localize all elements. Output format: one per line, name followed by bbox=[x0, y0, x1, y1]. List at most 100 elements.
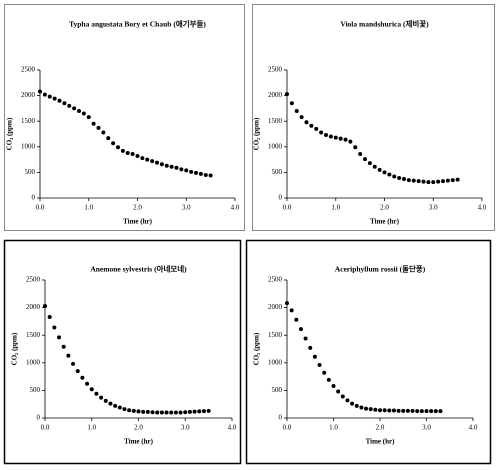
data-point bbox=[101, 130, 106, 135]
data-point bbox=[38, 89, 42, 94]
data-point bbox=[340, 394, 345, 399]
x-tick-label: 4.0 bbox=[478, 204, 487, 212]
data-point bbox=[169, 410, 174, 415]
data-point bbox=[387, 408, 392, 413]
y-tick-label: 2000 bbox=[268, 91, 283, 99]
panel-frame bbox=[3, 239, 242, 465]
data-point bbox=[179, 167, 184, 172]
x-tick-label: 2.0 bbox=[133, 204, 142, 212]
data-point bbox=[116, 145, 120, 150]
y-tick-label: 1000 bbox=[268, 142, 283, 150]
data-point bbox=[353, 145, 358, 150]
x-tick-label: 2.0 bbox=[134, 424, 143, 432]
x-tick-label: 4.0 bbox=[228, 424, 237, 432]
data-point bbox=[198, 171, 203, 176]
data-point bbox=[387, 172, 392, 177]
data-point bbox=[155, 410, 160, 415]
data-point bbox=[419, 409, 424, 414]
data-point bbox=[326, 377, 331, 382]
data-point bbox=[67, 103, 72, 108]
data-point bbox=[348, 139, 353, 144]
data-point bbox=[141, 409, 146, 414]
data-point bbox=[343, 137, 348, 142]
y-tick-label: 2500 bbox=[268, 66, 283, 74]
data-point bbox=[391, 408, 396, 413]
data-point bbox=[140, 156, 145, 161]
x-tick-label: 3.0 bbox=[429, 204, 438, 212]
data-point bbox=[312, 354, 317, 359]
panel-frame bbox=[4, 4, 245, 231]
data-point bbox=[120, 148, 125, 153]
y-tick-label: 500 bbox=[272, 386, 283, 394]
x-tick-label: 3.0 bbox=[182, 204, 191, 212]
data-point bbox=[103, 398, 108, 403]
data-point bbox=[159, 162, 164, 167]
x-axis-label: Time (hr) bbox=[124, 438, 154, 446]
y-tick-label: 0 bbox=[37, 414, 41, 422]
y-tick-label: 500 bbox=[272, 168, 283, 176]
data-point bbox=[285, 92, 289, 97]
y-tick-label: 1500 bbox=[268, 331, 283, 339]
data-point bbox=[441, 179, 445, 184]
x-tick-label: 1.0 bbox=[84, 204, 93, 212]
y-tick-label: 1500 bbox=[26, 331, 41, 339]
data-point bbox=[372, 164, 377, 169]
data-point bbox=[367, 161, 372, 166]
data-point bbox=[345, 398, 350, 403]
data-point bbox=[354, 403, 359, 408]
data-point bbox=[304, 120, 309, 125]
data-point bbox=[113, 403, 118, 408]
data-point bbox=[416, 179, 421, 184]
y-axis-label: CO₂ (ppm) bbox=[6, 117, 14, 150]
data-point bbox=[314, 126, 319, 131]
data-point bbox=[303, 336, 308, 341]
data-point bbox=[377, 167, 382, 172]
data-point bbox=[338, 136, 343, 141]
data-point bbox=[43, 303, 47, 308]
data-point bbox=[169, 164, 174, 169]
data-point bbox=[189, 169, 194, 174]
data-point bbox=[415, 409, 420, 414]
data-point bbox=[285, 301, 289, 306]
x-tick-label: 4.0 bbox=[231, 204, 240, 212]
panel-frame bbox=[245, 239, 492, 465]
x-tick-label: 3.0 bbox=[181, 424, 190, 432]
data-point bbox=[62, 101, 67, 106]
data-point bbox=[317, 363, 322, 368]
y-axis-label: CO₂ (ppm) bbox=[11, 332, 19, 365]
data-point bbox=[52, 96, 57, 101]
x-tick-label: 2.0 bbox=[380, 204, 389, 212]
data-point bbox=[178, 410, 183, 415]
data-point bbox=[438, 409, 443, 414]
x-tick-label: 1.0 bbox=[87, 424, 96, 432]
y-tick-label: 0 bbox=[279, 414, 283, 422]
data-point bbox=[431, 180, 436, 185]
y-tick-label: 2500 bbox=[21, 66, 36, 74]
y-tick-label: 1000 bbox=[268, 358, 283, 366]
y-tick-label: 2500 bbox=[26, 276, 41, 284]
data-point bbox=[373, 407, 378, 412]
data-point bbox=[350, 401, 355, 406]
y-tick-label: 0 bbox=[279, 194, 283, 202]
data-point bbox=[122, 407, 127, 412]
data-point bbox=[433, 409, 438, 414]
data-point bbox=[294, 108, 299, 113]
data-point bbox=[47, 314, 52, 319]
x-axis-label: Time (hr) bbox=[366, 438, 396, 446]
data-point bbox=[57, 335, 62, 340]
data-point bbox=[298, 327, 303, 332]
data-point bbox=[66, 353, 71, 358]
data-point bbox=[424, 409, 429, 414]
data-point bbox=[174, 165, 179, 170]
y-tick-label: 2000 bbox=[21, 91, 36, 99]
data-point bbox=[201, 409, 206, 414]
y-axis-label: CO₂ (ppm) bbox=[253, 117, 261, 150]
data-point bbox=[322, 370, 327, 375]
data-point bbox=[319, 130, 324, 135]
data-point bbox=[401, 408, 406, 413]
data-point bbox=[155, 160, 159, 165]
data-point bbox=[131, 408, 136, 413]
data-point bbox=[402, 177, 406, 182]
data-point bbox=[81, 111, 86, 116]
